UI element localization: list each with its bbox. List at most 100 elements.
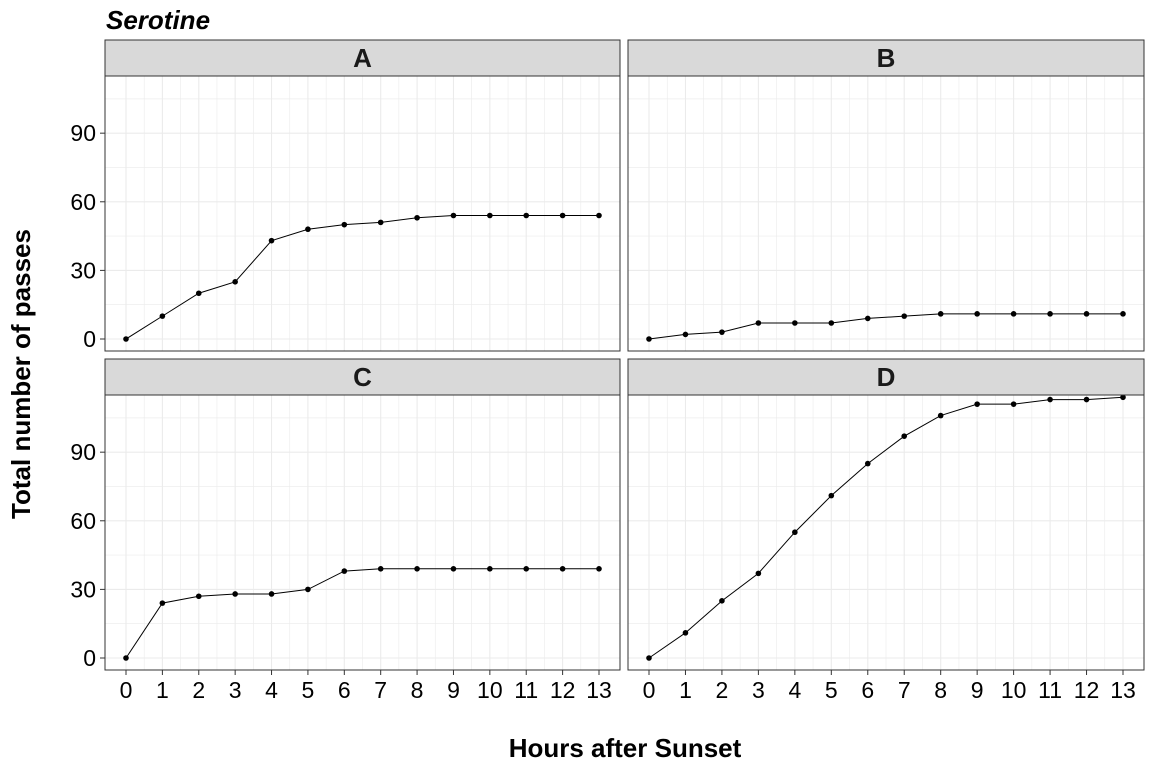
data-point (341, 568, 348, 574)
data-point (719, 329, 725, 335)
data-point (232, 591, 238, 597)
y-tick-label: 90 (70, 439, 96, 465)
x-tick-label: 12 (550, 677, 576, 703)
x-tick-label: 10 (1001, 677, 1027, 703)
data-point (559, 566, 566, 572)
x-tick-label: 9 (447, 677, 460, 703)
data-point (523, 212, 530, 219)
chart-title: Serotine (106, 5, 210, 35)
x-tick-label: 0 (643, 677, 656, 703)
data-point (159, 313, 166, 319)
data-point (974, 311, 980, 317)
x-tick-label: 8 (934, 677, 947, 703)
panel-border (104, 75, 621, 352)
facet-label: A (353, 43, 372, 73)
data-point (596, 566, 602, 572)
data-point (1083, 311, 1090, 317)
data-point (268, 237, 275, 244)
data-point (195, 290, 202, 297)
x-tick-label: 7 (374, 677, 387, 703)
data-point (305, 586, 311, 593)
data-point (377, 566, 384, 572)
panel-border (627, 75, 1145, 352)
x-tick-label: 10 (477, 677, 503, 703)
data-point (559, 212, 566, 219)
data-point (719, 598, 725, 604)
data-point (646, 336, 652, 342)
data-point (1120, 311, 1126, 317)
data-point (523, 566, 530, 572)
y-tick-label: 30 (70, 257, 96, 283)
data-point (828, 492, 835, 499)
series-line (125, 568, 599, 659)
y-tick-label: 90 (70, 120, 96, 146)
x-tick-label: 5 (302, 677, 315, 703)
x-tick-label: 11 (514, 677, 538, 703)
facet-label: B (877, 43, 896, 73)
data-point (937, 412, 944, 419)
x-tick-label: 2 (716, 677, 729, 703)
y-tick-label: 30 (70, 576, 96, 602)
x-tick-label: 7 (898, 677, 911, 703)
data-point (864, 460, 871, 467)
x-axis-title: Hours after Sunset (509, 733, 742, 763)
facet-strip (104, 39, 621, 77)
facet-label: C (353, 362, 372, 392)
panel-b: B (627, 39, 1145, 352)
data-point (828, 320, 835, 326)
x-tick-label: 3 (752, 677, 765, 703)
data-point (450, 212, 457, 219)
data-point (123, 655, 129, 661)
data-point (1010, 401, 1017, 407)
data-point (1010, 311, 1017, 317)
data-point (341, 221, 348, 228)
data-point (596, 212, 602, 219)
data-point (414, 214, 420, 221)
x-tick-label: 6 (338, 677, 351, 703)
panel-d: D0 1 2 3 4 5 6 7 8 9 10 11 12 13 (627, 358, 1145, 703)
x-tick-label: 0 (120, 677, 133, 703)
x-tick-label: 13 (586, 677, 612, 703)
data-point (755, 570, 762, 577)
data-point (1047, 311, 1053, 317)
panel-border (104, 394, 621, 671)
data-point (487, 566, 493, 572)
y-tick-label: 60 (70, 189, 96, 215)
facet-label: D (877, 362, 896, 392)
data-point (1120, 394, 1126, 401)
facet-strip (104, 358, 621, 396)
data-point (487, 212, 493, 219)
data-point (305, 226, 311, 233)
x-tick-label: 4 (788, 677, 801, 703)
data-point (792, 529, 798, 536)
data-point (646, 655, 652, 661)
data-point (159, 600, 166, 606)
data-point (755, 320, 762, 326)
data-point (450, 566, 457, 572)
data-point (1047, 396, 1053, 403)
x-tick-label: 3 (229, 677, 242, 703)
y-tick-label: 0 (83, 645, 96, 671)
y-tick-label: 0 (83, 326, 96, 352)
x-tick-label: 12 (1074, 677, 1100, 703)
x-tick-label: 4 (265, 677, 278, 703)
data-point (682, 331, 689, 338)
data-point (792, 320, 798, 326)
panel-border (627, 394, 1145, 671)
x-tick-label: 1 (679, 677, 692, 703)
x-tick-label: 1 (156, 677, 169, 703)
series-line (648, 396, 1124, 659)
x-tick-label: 6 (861, 677, 874, 703)
x-tick-label: 9 (971, 677, 984, 703)
data-point (901, 433, 908, 439)
data-point (268, 591, 275, 597)
y-axis-title: Total number of passes (6, 229, 36, 519)
y-tick-label: 60 (70, 508, 96, 534)
x-tick-label: 5 (825, 677, 838, 703)
x-tick-label: 8 (411, 677, 424, 703)
data-point (1083, 396, 1090, 403)
data-point (682, 630, 689, 636)
